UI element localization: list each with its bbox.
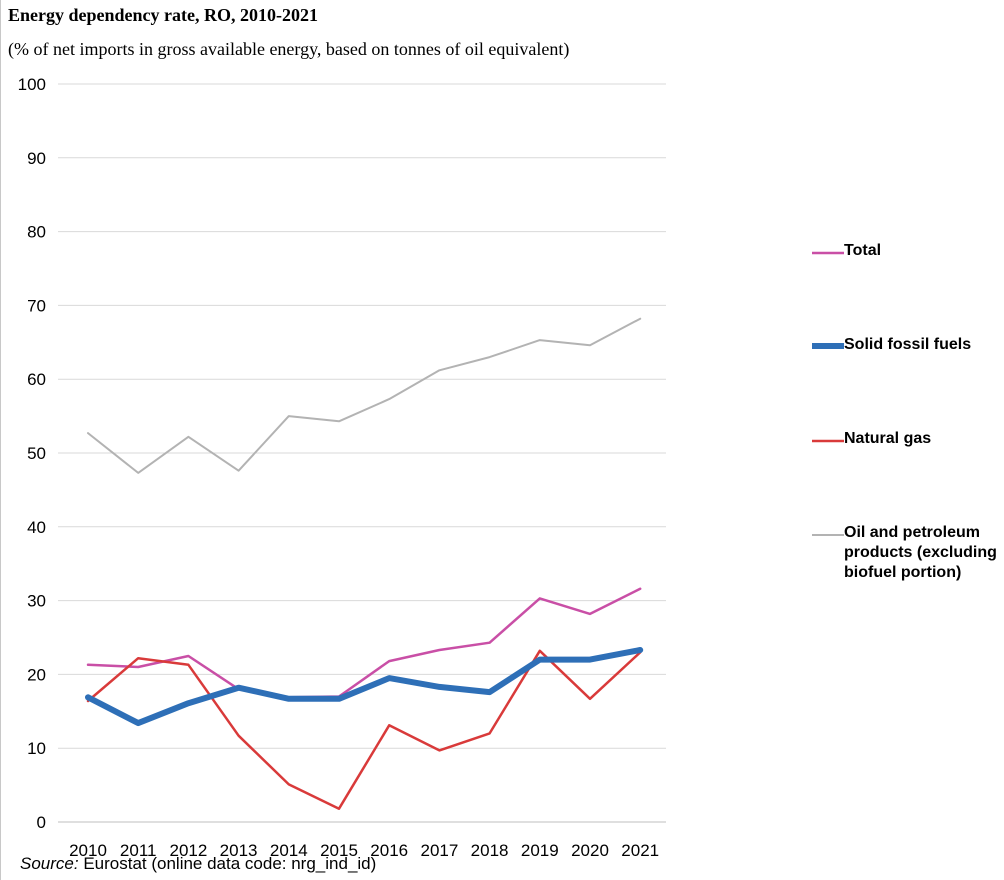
- left-border: [0, 0, 1, 880]
- y-tick-label: 100: [18, 75, 46, 94]
- x-tick-label: 2018: [471, 841, 509, 860]
- x-tick-label: 2020: [571, 841, 609, 860]
- series-line-oil-and: [87, 317, 642, 474]
- legend-label-oil-petroleum: Oil and petroleum products (excluding bi…: [844, 524, 997, 581]
- source-label: Source:: [20, 854, 79, 873]
- x-tick-label: 2010: [69, 841, 107, 860]
- legend-swatch-natural-gas: [812, 439, 844, 443]
- legend-item-natural-gas: Natural gas: [812, 429, 1004, 449]
- y-tick-label: 10: [27, 739, 46, 758]
- legend-item-total: Total: [812, 241, 1004, 261]
- legend-item-oil-petroleum: Oil and petroleum products (excluding bi…: [812, 523, 1004, 583]
- x-tick-label: 2013: [220, 841, 258, 860]
- x-tick-label: 2016: [370, 841, 408, 860]
- y-tick-label: 20: [27, 665, 46, 684]
- x-tick-label: 2015: [320, 841, 358, 860]
- legend-swatch-oil-petroleum: [812, 534, 844, 536]
- y-tick-label: 30: [27, 592, 46, 611]
- source-text: Eurostat (online data code: nrg_ind_id): [78, 854, 377, 873]
- series-line-total: [86, 587, 642, 699]
- legend-label-total: Total: [844, 242, 882, 259]
- x-tick-label: 2011: [120, 841, 157, 860]
- gridlines: [58, 83, 666, 749]
- series-lines: [85, 317, 644, 810]
- x-tick-label: 2014: [270, 841, 308, 860]
- x-tick-label: 2021: [621, 841, 659, 860]
- series-line-solid-fossil: [85, 647, 644, 727]
- y-tick-label: 80: [27, 223, 46, 242]
- legend-label-solid-fossil-fuels: Solid fossil fuels: [844, 336, 972, 353]
- source-note: Source: Eurostat (online data code: nrg_…: [20, 854, 376, 874]
- chart-subtitle: (% of net imports in gross available ene…: [8, 39, 570, 59]
- y-tick-label: 90: [27, 149, 46, 168]
- y-tick-label: 60: [27, 370, 46, 389]
- legend-item-solid-fossil-fuels: Solid fossil fuels: [812, 335, 1004, 355]
- legend: Total Solid fossil fuels Natural gas Oil…: [812, 0, 1002, 880]
- x-tick-label: 2019: [521, 841, 559, 860]
- x-axis: 2010 2011 2012 2013 2014 2015 2016 2017 2018 2019…: [58, 821, 666, 860]
- chart-title: Energy dependency rate, RO, 2010-2021: [8, 5, 318, 25]
- legend-label-natural-gas: Natural gas: [844, 430, 932, 447]
- legend-swatch-total: [812, 251, 844, 255]
- legend-swatch-solid-fossil-fuels: [812, 343, 844, 349]
- y-tick-label: 0: [37, 813, 46, 832]
- y-tick-label: 70: [27, 296, 46, 315]
- y-tick-label: 40: [27, 518, 46, 537]
- y-tick-label: 50: [27, 444, 46, 463]
- y-axis: 0 10 20 30 40 50 60 70 80 90 100: [18, 75, 46, 832]
- x-tick-label: 2017: [420, 841, 458, 860]
- x-tick-label: 2012: [169, 841, 207, 860]
